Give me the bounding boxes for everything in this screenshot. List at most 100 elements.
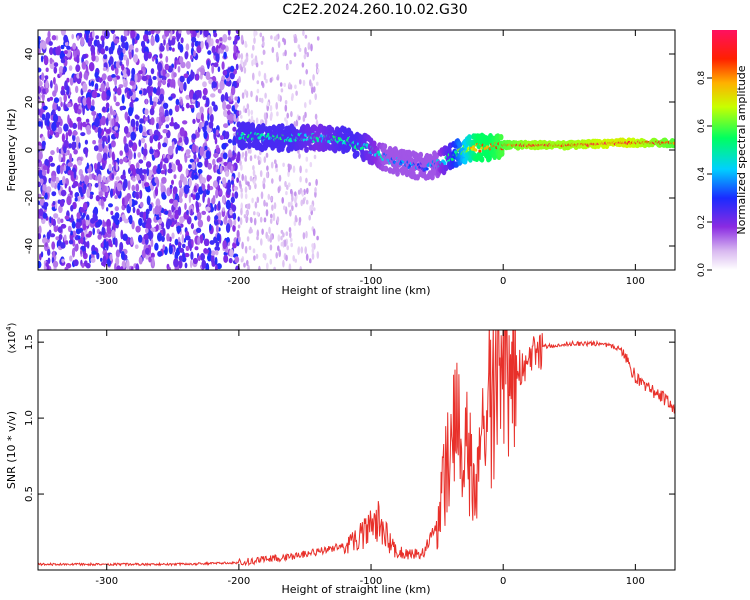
- spectrogram-noise-speck: [104, 45, 109, 52]
- spectrogram-ridge-core: [450, 157, 454, 161]
- spectrogram-noise-speck: [197, 236, 201, 246]
- spectrogram-noise-speck: [178, 30, 182, 34]
- spectrogram-noise-speck: [205, 150, 211, 160]
- spectrogram-noise-speck: [60, 44, 65, 50]
- spectrogram-noise-speck: [215, 241, 220, 248]
- spectrogram-noise-speck: [141, 88, 148, 96]
- spectrogram-faint-speck: [294, 258, 298, 263]
- spectrogram-noise-speck: [195, 201, 199, 211]
- spectrogram-noise-speck: [103, 221, 107, 227]
- spectrogram-noise-speck: [131, 30, 135, 38]
- spectrogram-noise-speck: [183, 73, 189, 79]
- spectrogram-noise-speck: [63, 164, 67, 172]
- spectrogram-noise-speck: [68, 65, 73, 71]
- spectrogram-noise-speck: [59, 165, 64, 175]
- spectrogram-noise-speck: [57, 182, 61, 191]
- x-tick-label: 100: [626, 576, 645, 587]
- spectrogram-noise-speck: [51, 121, 57, 132]
- spectrogram-noise-speck: [168, 245, 173, 255]
- spectrogram-noise-speck: [157, 250, 163, 257]
- spectrogram-noise-speck: [38, 108, 41, 116]
- spectrogram-noise-speck: [134, 73, 138, 83]
- spectrogram-noise-speck: [92, 140, 96, 145]
- spectrogram-faint-speck: [295, 217, 298, 223]
- spectrogram-noise-speck: [77, 160, 82, 166]
- spectrogram-faint-speck: [299, 266, 302, 270]
- spectrogram-noise-speck: [128, 90, 133, 97]
- snr-series-line: [38, 330, 675, 567]
- snr-x-ticks: -300 -200 -100 0 100: [95, 330, 645, 587]
- spectrogram-ridge-halo: [354, 150, 360, 158]
- spectrogram-faint-speck: [271, 178, 274, 184]
- spectrogram-noise-speck: [102, 67, 107, 71]
- spectrogram-noise-speck: [218, 218, 222, 225]
- spectrogram-noise-speck: [71, 33, 74, 40]
- spectrogram-faint-speck: [314, 93, 318, 101]
- spectrogram-noise-speck: [127, 180, 131, 191]
- spectrogram-noise-speck: [56, 147, 59, 153]
- spectrogram-noise-speck: [115, 176, 120, 181]
- spectrogram-faint-speck: [308, 214, 312, 221]
- spectrogram-noise-speck: [63, 50, 68, 55]
- spectrogram-noise-speck: [191, 143, 197, 153]
- spectrogram-ridge-halo: [467, 134, 472, 141]
- spectrogram-noise-speck: [136, 174, 141, 181]
- spectrogram-noise-speck: [161, 194, 167, 200]
- spectrogram-faint-speck: [308, 182, 312, 187]
- spectrogram-faint-speck: [273, 266, 276, 270]
- spectrogram-noise-speck: [138, 159, 144, 164]
- spectrogram-noise-speck: [65, 262, 72, 269]
- spectrogram-noise-speck: [184, 154, 188, 163]
- colorbar-tick-label: 0.2: [697, 215, 707, 229]
- spectrogram-ridge-core: [474, 148, 478, 152]
- spectrogram-faint-speck: [282, 259, 285, 268]
- spectrogram-noise-speck: [76, 54, 80, 64]
- spectrogram-noise-speck: [68, 143, 72, 149]
- spectrogram-noise-speck: [74, 243, 78, 252]
- spectrogram-noise-speck: [61, 258, 65, 263]
- y-tick-label: -40: [24, 238, 35, 254]
- spectrogram-faint-speck: [304, 34, 308, 39]
- spectrogram-noise-speck: [108, 163, 112, 172]
- spectrogram-noise-speck: [110, 140, 116, 148]
- spectrogram-noise-speck: [109, 105, 113, 115]
- spectrogram-noise-speck: [51, 241, 56, 250]
- spectrogram-noise-speck: [131, 220, 135, 230]
- spectrogram-noise-speck: [38, 80, 43, 87]
- spectrogram-noise-speck: [229, 248, 234, 258]
- spectrogram-noise-speck: [113, 87, 118, 92]
- spectrogram-noise-speck: [38, 36, 41, 41]
- spectrogram-noise-speck: [155, 198, 161, 208]
- spectrogram-faint-speck: [304, 47, 307, 55]
- spectrogram-faint-speck: [238, 236, 241, 243]
- chart-title: C2E2.2024.260.10.02.G30: [282, 2, 468, 18]
- spectrogram-noise-speck: [160, 114, 167, 124]
- spectrogram-noise-speck: [159, 93, 164, 102]
- spectrogram-faint-speck: [244, 193, 248, 200]
- spectrogram-faint-speck: [290, 189, 293, 195]
- spectrogram-noise-speck: [195, 30, 200, 33]
- spectrogram-noise-speck: [145, 161, 152, 168]
- spectrogram-noise-speck: [229, 72, 235, 80]
- spectrogram-noise-speck: [219, 80, 225, 91]
- spectrogram-faint-speck: [305, 156, 309, 162]
- spectrogram-noise-speck: [101, 226, 105, 235]
- spectrogram-noise-speck: [140, 174, 145, 181]
- spectrogram-noise-speck: [169, 198, 175, 204]
- spectrogram-noise-speck: [157, 62, 163, 72]
- spectrogram-noise-speck: [114, 263, 117, 270]
- spectrogram-faint-speck: [287, 182, 291, 188]
- spectrogram-faint-speck: [284, 100, 288, 105]
- spectrogram-noise-speck: [232, 242, 237, 249]
- spectrogram-faint-speck: [303, 54, 307, 60]
- spectrogram-noise-speck: [156, 86, 161, 96]
- spectrogram-noise-speck: [89, 105, 95, 112]
- spectrogram-noise-speck: [195, 192, 200, 201]
- spectrogram-noise-speck: [157, 80, 162, 88]
- spectrogram-noise-speck: [172, 47, 175, 52]
- spectrogram-faint-speck: [241, 241, 244, 250]
- spectrogram-noise-speck: [55, 236, 60, 241]
- spectrogram-noise-speck: [90, 257, 96, 263]
- spectrogram-noise-speck: [211, 64, 215, 74]
- spectrogram-noise-speck: [109, 56, 114, 65]
